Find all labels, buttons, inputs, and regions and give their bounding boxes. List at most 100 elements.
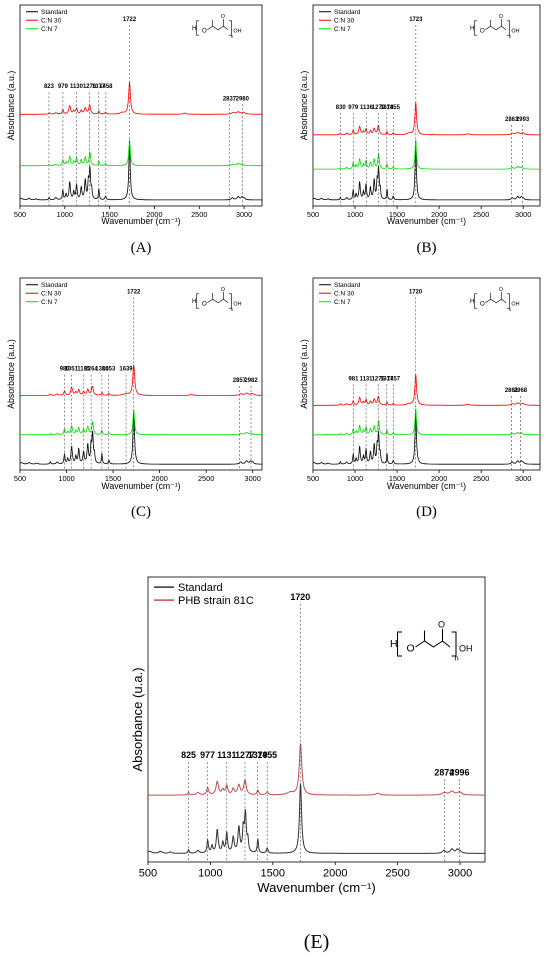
peak-label: 1720: [290, 592, 310, 602]
series-line-standard: [312, 146, 540, 201]
panel-caption: (D): [416, 504, 437, 520]
structure-o: O: [202, 28, 207, 35]
x-tick-label: 2000: [151, 474, 167, 483]
x-tick-label: 2500: [198, 474, 214, 483]
series-line-c-n-30: [313, 374, 540, 406]
panel-caption: (E): [304, 931, 330, 953]
peak-label: 979: [58, 84, 69, 90]
legend-label: C:N 30: [41, 291, 62, 298]
peak-label: 2857: [233, 378, 247, 384]
structure-h: H: [390, 638, 398, 650]
peak-label: 1185: [77, 367, 91, 373]
x-tick-label: 1000: [347, 210, 363, 219]
legend-label: C:N 7: [334, 26, 351, 33]
x-tick-label: 1000: [58, 474, 74, 483]
plot-frame: [19, 277, 263, 471]
panel-caption: (A): [131, 240, 152, 256]
structure-h: H: [470, 298, 475, 305]
x-axis-label: Wavenumber (cm⁻¹): [387, 481, 466, 491]
y-axis-label: Absorbance (u.a.): [130, 667, 145, 771]
panel-caption: (C): [131, 504, 151, 520]
x-axis-label: Wavenumber (cm⁻¹): [257, 880, 376, 895]
plot-frame: [147, 576, 486, 863]
series-line-c-n-7: [313, 139, 540, 170]
structure-bonds: [485, 25, 502, 31]
x-tick-label: 2000: [431, 210, 447, 219]
series-line-c-n-7: [20, 409, 262, 436]
structure-carbonyl-o: O: [221, 287, 225, 293]
peak-label: 1722: [127, 289, 141, 295]
x-tick-label: 2500: [473, 474, 489, 483]
structure-bracket-right: [228, 293, 232, 309]
peak-label: 823: [44, 84, 55, 90]
structure-bond-oh: [223, 25, 229, 31]
legend-label: C:N 7: [334, 299, 351, 306]
legend-label: Standard: [334, 282, 361, 289]
x-tick-label: 500: [139, 868, 157, 880]
legend-label: C:N 7: [41, 26, 58, 33]
structure-o: O: [407, 643, 415, 655]
plot-frame: [19, 4, 263, 207]
peak-label: 977: [200, 750, 215, 760]
x-tick-label: 1500: [261, 868, 286, 880]
peak-label: 2996: [450, 767, 470, 777]
peak-label: 1377: [92, 84, 106, 90]
structure-oh: OH: [233, 302, 241, 308]
structure-bonds: [415, 640, 443, 648]
legend-label: Standard: [178, 582, 223, 594]
structure-o: O: [480, 28, 485, 35]
peak-label: 1051: [65, 367, 79, 373]
peak-label: 830: [336, 105, 347, 111]
peak-label: 1276: [372, 376, 386, 382]
structure-bracket-left: [396, 631, 402, 657]
structure-bracket-left: [196, 20, 200, 36]
y-axis-label: Absorbance (a.u.): [6, 71, 16, 141]
structure-bond-oh: [501, 25, 507, 31]
structure-carbonyl-o: O: [499, 14, 503, 20]
series-line-standard: [312, 411, 540, 465]
legend-label: Standard: [334, 9, 361, 16]
x-tick-label: 1500: [101, 210, 117, 219]
series-line-c-n-30: [20, 364, 262, 396]
peak-label: 1379: [248, 750, 268, 760]
x-tick-label: 1500: [389, 474, 405, 483]
structure-bracket-right: [506, 20, 510, 36]
peak-label: 1136: [360, 105, 374, 111]
structure-bond-oh: [223, 298, 229, 304]
peak-label: 2968: [514, 388, 528, 394]
y-axis-label: Absorbance (a.u.): [6, 339, 16, 409]
x-axis-label: Wavenumber (cm⁻¹): [101, 481, 180, 491]
structure-bonds: [207, 298, 224, 304]
peak-label: 1453: [102, 367, 116, 373]
structure-h: H: [192, 25, 197, 32]
peak-label: 2863: [505, 117, 519, 123]
peak-label: 1639: [119, 367, 133, 373]
structure-bracket-right: [228, 20, 232, 36]
legend-label: C:N 30: [334, 18, 355, 25]
y-axis-label: Absorbance (a.u.): [299, 339, 309, 409]
x-tick-label: 1500: [105, 474, 121, 483]
structure-bracket-right: [506, 293, 510, 309]
structure-oh: OH: [459, 644, 473, 654]
series-line-phb-strain-81c: [148, 743, 485, 796]
structure-bracket-right: [451, 631, 457, 657]
x-tick-label: 2500: [191, 210, 207, 219]
peak-label: 1380: [95, 367, 109, 373]
x-tick-label: 1000: [198, 868, 223, 880]
structure-oh: OH: [511, 29, 519, 35]
structure-bracket-left: [474, 293, 478, 309]
panel-caption: (B): [417, 240, 437, 256]
series-line-standard: [19, 411, 262, 465]
series-line-c-n-30: [20, 81, 262, 115]
structure-bond-oh: [442, 640, 451, 648]
x-tick-label: 2500: [473, 210, 489, 219]
legend-label: PHB strain 81C: [178, 595, 254, 607]
structure-bonds: [485, 298, 502, 304]
peak-label: 1277: [235, 750, 255, 760]
peak-label: 1279: [372, 105, 386, 111]
series-line-c-n-7: [20, 139, 262, 167]
